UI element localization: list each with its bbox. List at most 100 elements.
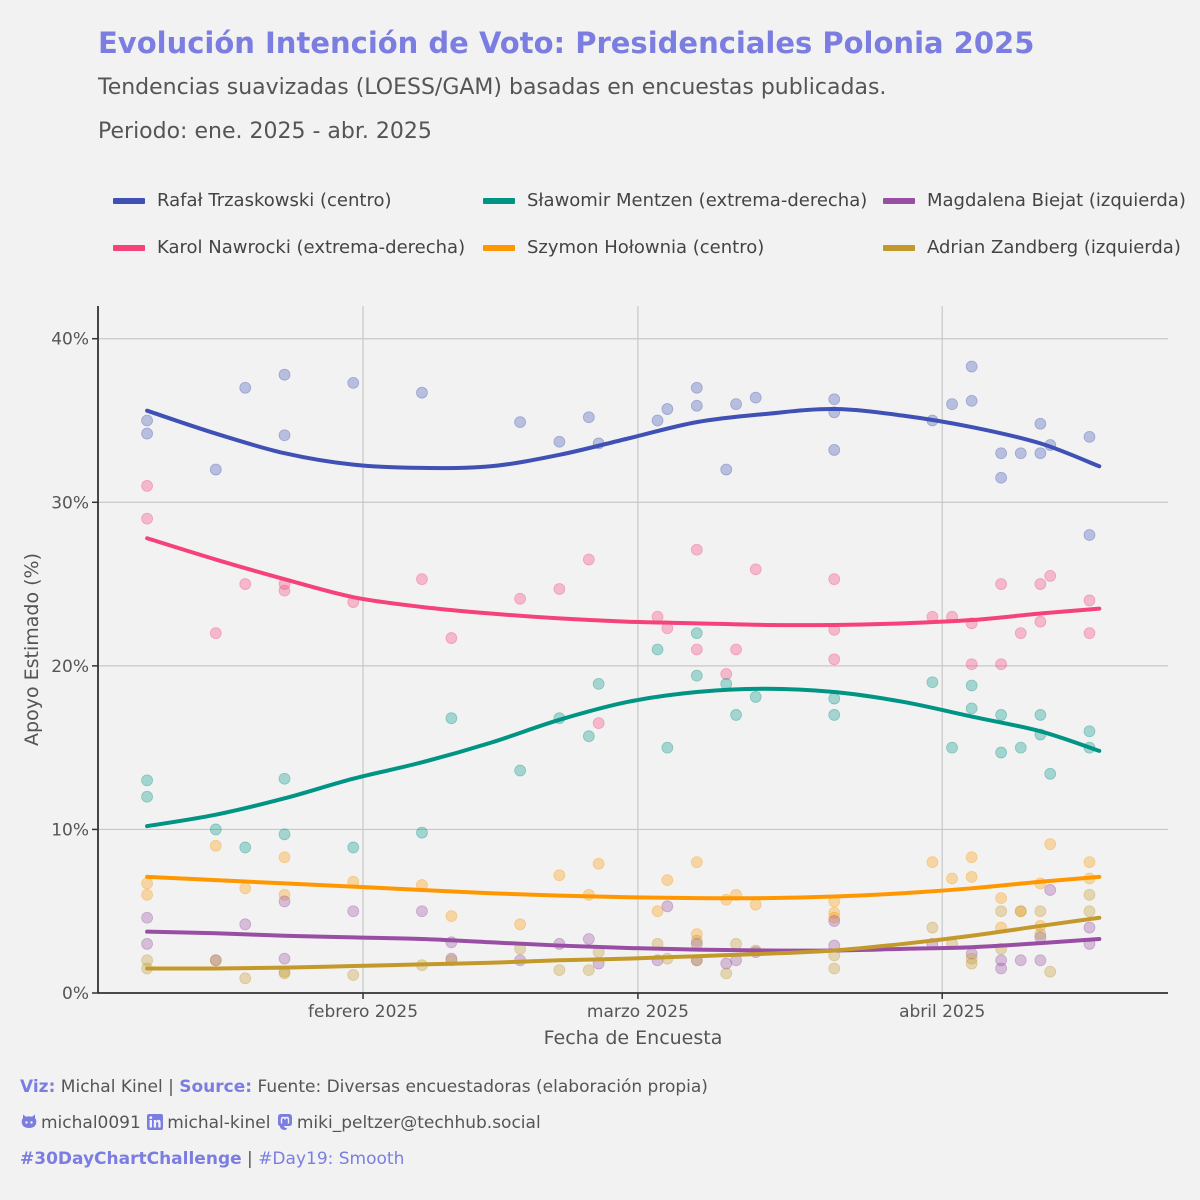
hashtag-separator: | [247,1149,253,1169]
data-point [1034,905,1047,918]
data-point [995,578,1008,590]
data-point [445,712,458,725]
data-point [651,905,664,918]
viz-label: Viz: [20,1077,56,1097]
data-point [965,952,978,965]
data-point [347,905,360,918]
legend-item: Rafał Trzaskowski (centro) [113,190,392,211]
data-point [1034,578,1047,590]
data-point [651,643,664,656]
data-point [1083,888,1096,901]
data-point [1044,838,1057,851]
linkedin-icon [147,1114,164,1130]
data-point [514,592,527,605]
data-point [592,857,605,870]
data-point [1034,954,1047,967]
legend: Rafał Trzaskowski (centro) Karol Nawrocki… [113,190,1193,280]
data-point [209,954,222,967]
data-point [1083,594,1096,607]
y-axis-title: Apoyo Estimado (%) [21,553,43,746]
data-point [239,882,252,895]
viz-author: Michal Kinel [60,1077,163,1097]
legend-swatch [113,197,145,204]
legend-label: Magdalena Biejat (izquierda) [927,190,1186,211]
data-point [995,658,1008,671]
data-point [1083,856,1096,869]
data-point [965,957,978,970]
data-point [239,918,252,931]
data-point [239,578,252,590]
data-point [1034,928,1047,941]
data-point [965,360,978,373]
x-tick-label: febrero 2025 [308,1002,418,1022]
legend-item: Adrian Zandberg (izquierda) [883,237,1181,258]
data-point [828,709,841,721]
data-point [1044,569,1057,582]
data-point [278,772,291,785]
mastodon-icon [277,1114,292,1130]
legend-item: Karol Nawrocki (extrema-derecha) [113,237,465,258]
data-point [926,856,939,869]
chart-period: Periodo: ene. 2025 - abr. 2025 [98,119,432,144]
data-point [965,870,978,883]
data-point [347,376,360,389]
legend-label: Adrian Zandberg (izquierda) [927,237,1181,258]
data-point [209,463,222,476]
data-point [690,381,703,394]
data-point [965,679,978,692]
data-point [1083,430,1096,443]
data-point [278,429,291,442]
data-point [278,895,291,908]
x-axis-title: Fecha de Encuesta [544,1027,723,1049]
data-point [946,872,958,885]
data-point [720,668,733,680]
data-point [1014,954,1027,967]
data-point [965,851,978,864]
github-handle[interactable]: michal0091 [41,1113,141,1133]
legend-item: Magdalena Biejat (izquierda) [883,190,1186,211]
data-point [661,900,674,913]
data-point [347,841,360,854]
data-point [1014,627,1027,640]
data-point [690,543,703,556]
data-point [995,447,1008,460]
trend-line [145,915,1102,971]
hashtag-day[interactable]: #Day19: Smooth [258,1149,405,1169]
data-point [828,573,841,586]
data-point [995,709,1008,721]
data-point [661,403,674,415]
data-point [1044,767,1057,780]
mastodon-handle[interactable]: miki_peltzer@techhub.social [296,1113,541,1133]
data-point [239,381,252,394]
trend-line [145,536,1102,628]
y-tick-label: 10% [51,820,89,840]
data-point [828,692,841,705]
caption-credits: Viz: Michal Kinel | Source: Fuente: Dive… [20,1073,708,1109]
data-point [141,480,153,492]
data-point [209,627,222,640]
legend-swatch [883,197,915,204]
data-point [514,764,527,777]
source-label: Source: [179,1077,253,1097]
data-point [141,911,153,924]
data-point [445,910,458,923]
y-tick-label: 0% [62,984,89,1004]
data-point [720,957,733,970]
hashtag-challenge[interactable]: #30DayChartChallenge [20,1149,242,1169]
data-point [730,398,742,411]
data-point [995,905,1008,918]
chart-title: Evolución Intención de Voto: Presidencia… [98,26,1035,60]
data-point [141,888,153,901]
data-point [582,730,595,743]
data-point [946,741,958,754]
data-point [553,964,566,976]
data-point [347,969,360,981]
data-point [1014,741,1027,754]
data-point [278,888,291,901]
data-point [209,823,222,836]
data-point [278,584,291,597]
linkedin-handle[interactable]: michal-kinel [167,1113,271,1133]
data-point [749,898,762,911]
legend-label: Sławomir Mentzen (extrema-derecha) [527,190,868,211]
data-point [828,393,841,406]
